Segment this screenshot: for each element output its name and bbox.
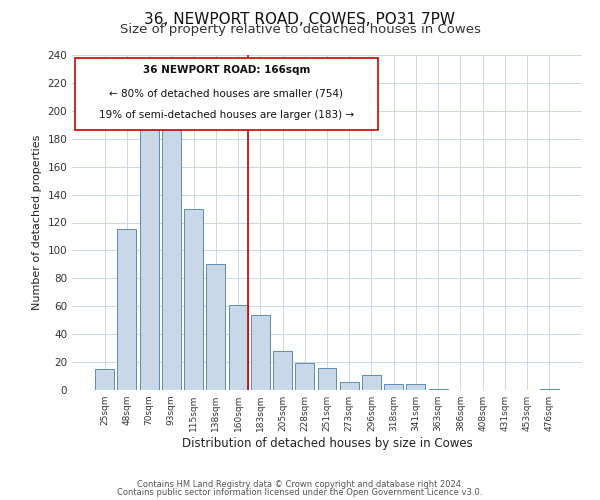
Bar bbox=[140, 114, 158, 390]
Bar bbox=[273, 351, 292, 390]
Text: 36 NEWPORT ROAD: 166sqm: 36 NEWPORT ROAD: 166sqm bbox=[143, 65, 310, 75]
Text: 36, NEWPORT ROAD, COWES, PO31 7PW: 36, NEWPORT ROAD, COWES, PO31 7PW bbox=[145, 12, 455, 28]
Bar bbox=[251, 314, 270, 390]
FancyBboxPatch shape bbox=[74, 58, 378, 130]
Bar bbox=[95, 369, 114, 390]
Text: 19% of semi-detached houses are larger (183) →: 19% of semi-detached houses are larger (… bbox=[99, 110, 354, 120]
Text: ← 80% of detached houses are smaller (754): ← 80% of detached houses are smaller (75… bbox=[109, 88, 343, 99]
Bar bbox=[540, 388, 559, 390]
Bar bbox=[429, 388, 448, 390]
Bar bbox=[384, 384, 403, 390]
Bar bbox=[206, 264, 225, 390]
Bar bbox=[295, 364, 314, 390]
Bar bbox=[340, 382, 359, 390]
Bar bbox=[317, 368, 337, 390]
Text: Contains public sector information licensed under the Open Government Licence v3: Contains public sector information licen… bbox=[118, 488, 482, 497]
Bar bbox=[229, 305, 248, 390]
Bar bbox=[184, 208, 203, 390]
X-axis label: Distribution of detached houses by size in Cowes: Distribution of detached houses by size … bbox=[182, 437, 472, 450]
Bar bbox=[118, 230, 136, 390]
Text: Size of property relative to detached houses in Cowes: Size of property relative to detached ho… bbox=[119, 22, 481, 36]
Bar bbox=[406, 384, 425, 390]
Bar bbox=[362, 374, 381, 390]
Y-axis label: Number of detached properties: Number of detached properties bbox=[32, 135, 42, 310]
Bar bbox=[162, 124, 181, 390]
Text: Contains HM Land Registry data © Crown copyright and database right 2024.: Contains HM Land Registry data © Crown c… bbox=[137, 480, 463, 489]
